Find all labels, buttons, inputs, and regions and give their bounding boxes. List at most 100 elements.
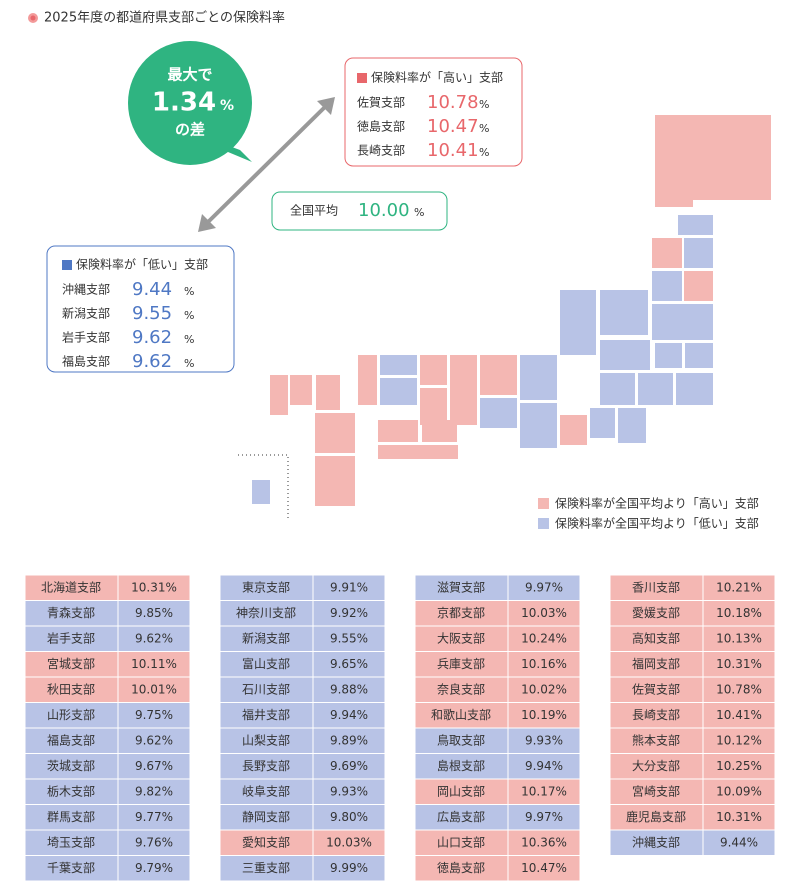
branch-name: 岐阜支部: [242, 785, 290, 799]
average-value: 10.00: [358, 200, 410, 221]
box-name: 福島支部: [62, 354, 110, 369]
branch-rate: 9.89%: [330, 734, 368, 748]
map-tile: [676, 373, 713, 405]
branch-rate: 10.24%: [521, 632, 567, 646]
branch-name: 福岡支部: [632, 656, 680, 671]
branch-name: 大阪支部: [437, 632, 485, 646]
table-cell: [414, 574, 509, 601]
branch-name: 静岡支部: [242, 810, 290, 824]
branch-name: 島根支部: [437, 758, 485, 773]
branch-rate: 9.93%: [330, 785, 368, 799]
table-cell: [702, 702, 776, 729]
callout-bubble: [128, 41, 252, 165]
map-tile: [450, 355, 477, 425]
branch-name: 岩手支部: [47, 631, 95, 646]
box-rate: 10.78: [427, 92, 479, 113]
box-unit: %: [479, 98, 489, 111]
table-cell: [507, 676, 581, 703]
table-cell: [117, 702, 191, 729]
table-cell: [414, 600, 509, 627]
branch-rate: 9.69%: [330, 759, 368, 773]
map-tile: [290, 375, 312, 405]
box-rate: 9.62: [132, 327, 172, 348]
branch-rate: 10.03%: [521, 606, 567, 620]
branch-rate: 9.75%: [135, 708, 173, 722]
branch-name: 長野支部: [242, 759, 290, 773]
branch-name: 宮崎支部: [632, 784, 680, 799]
table-cell: [219, 651, 314, 678]
table-cell: [312, 625, 386, 652]
table-cell: [117, 625, 191, 652]
branch-rate: 9.97%: [525, 810, 563, 824]
box-unit: %: [184, 333, 194, 346]
table-cell: [609, 574, 704, 601]
table-cell: [702, 727, 776, 754]
branch-name: 富山支部: [242, 657, 290, 671]
branch-name: 広島支部: [437, 809, 485, 824]
box-title: 保険料率が「低い」支部: [76, 257, 208, 272]
table-cell: [312, 778, 386, 805]
map-tile: [378, 420, 418, 442]
map-tile: [600, 290, 648, 335]
table-cell: [312, 855, 386, 882]
table-cell: [414, 727, 509, 754]
box-unit: %: [184, 309, 194, 322]
map: [238, 115, 771, 520]
box-rate: 9.44: [132, 279, 172, 300]
map-tile: [590, 408, 615, 438]
branch-rate: 10.31%: [716, 657, 762, 671]
branch-name: 大分支部: [632, 759, 680, 773]
map-tile: [684, 271, 713, 301]
branch-rate: 10.18%: [716, 606, 762, 620]
map-tile: [652, 271, 682, 301]
branch-rate: 10.31%: [131, 581, 177, 595]
map-tile: [678, 215, 713, 235]
branch-name: 兵庫支部: [437, 657, 485, 671]
map-tile: [618, 408, 646, 443]
branch-rate: 10.31%: [716, 810, 762, 824]
table-cell: [702, 753, 776, 780]
map-tile: [480, 355, 517, 395]
branch-rate: 10.02%: [521, 683, 567, 697]
branch-name: 青森支部: [47, 605, 95, 620]
map-tile: [560, 415, 587, 445]
box-rate: 10.47: [427, 116, 479, 137]
map-tile: [420, 355, 447, 385]
branch-name: 千葉支部: [47, 861, 95, 875]
map-tile: [520, 355, 557, 400]
legend-label: 保険料率が全国平均より「高い」支部: [555, 496, 759, 511]
branch-rate: 9.80%: [330, 810, 368, 824]
map-tile: [315, 413, 355, 453]
branch-rate: 10.25%: [716, 759, 762, 773]
branch-name: 新潟支部: [242, 632, 290, 646]
map-tile: [655, 195, 693, 207]
branch-rate: 10.13%: [716, 632, 762, 646]
table-cell: [117, 651, 191, 678]
branch-name: 茨城支部: [47, 759, 95, 773]
map-tile: [652, 238, 682, 268]
table-cell: [117, 600, 191, 627]
map-tile: [252, 480, 270, 504]
average-unit: %: [414, 206, 424, 219]
table-cell: [117, 727, 191, 754]
callout-prefix: 最大で: [167, 66, 212, 84]
average-box: [271, 191, 448, 231]
map-tile: [420, 388, 447, 425]
branch-name: 群馬支部: [47, 810, 95, 824]
map-tile: [315, 456, 355, 506]
table-cell: [507, 778, 581, 805]
table-cell: [219, 753, 314, 780]
table-cell: [507, 651, 581, 678]
branch-name: 山形支部: [47, 708, 95, 722]
branch-rate: 10.09%: [716, 785, 762, 799]
map-tile: [638, 373, 673, 405]
table-cell: [609, 804, 704, 831]
branch-rate: 9.77%: [135, 810, 173, 824]
branch-name: 奈良支部: [437, 682, 485, 697]
map-tile: [560, 290, 596, 355]
map-tile: [380, 355, 417, 375]
arrow-line: [203, 102, 330, 227]
table-cell: [312, 676, 386, 703]
branch-name: 佐賀支部: [632, 683, 680, 697]
